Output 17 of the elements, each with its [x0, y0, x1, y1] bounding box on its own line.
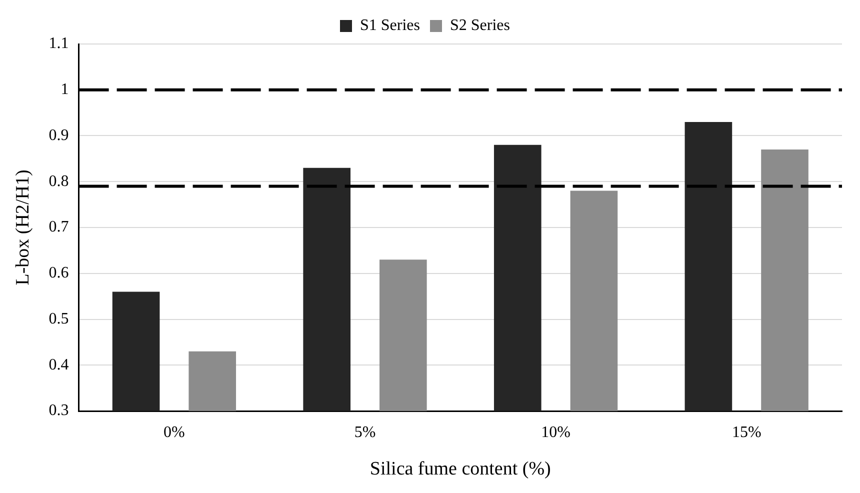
x-axis-title: Silica fume content (%)	[370, 458, 551, 480]
y-tick-label: 0.8	[48, 172, 69, 190]
y-tick-label: 1.1	[48, 35, 69, 52]
y-tick-label: 0.6	[48, 264, 69, 282]
x-tick-label: 15%	[732, 424, 762, 441]
y-axis-title: L-box (H2/H1)	[12, 170, 34, 286]
y-tick-label: 0.3	[48, 402, 69, 420]
y-tick-label: 0.5	[48, 310, 69, 328]
legend-label: S2 Series	[450, 17, 510, 34]
y-tick-label: 0.4	[48, 356, 69, 374]
y-tick-label: 0.7	[48, 218, 69, 236]
x-tick-label: 0%	[164, 424, 185, 441]
y-tick-label: 1	[60, 81, 69, 98]
y-tick-label: 0.9	[48, 126, 69, 144]
x-tick-label: 5%	[354, 424, 376, 441]
x-tick-label: 10%	[541, 424, 570, 441]
legend-label: S1 Series	[360, 17, 420, 34]
